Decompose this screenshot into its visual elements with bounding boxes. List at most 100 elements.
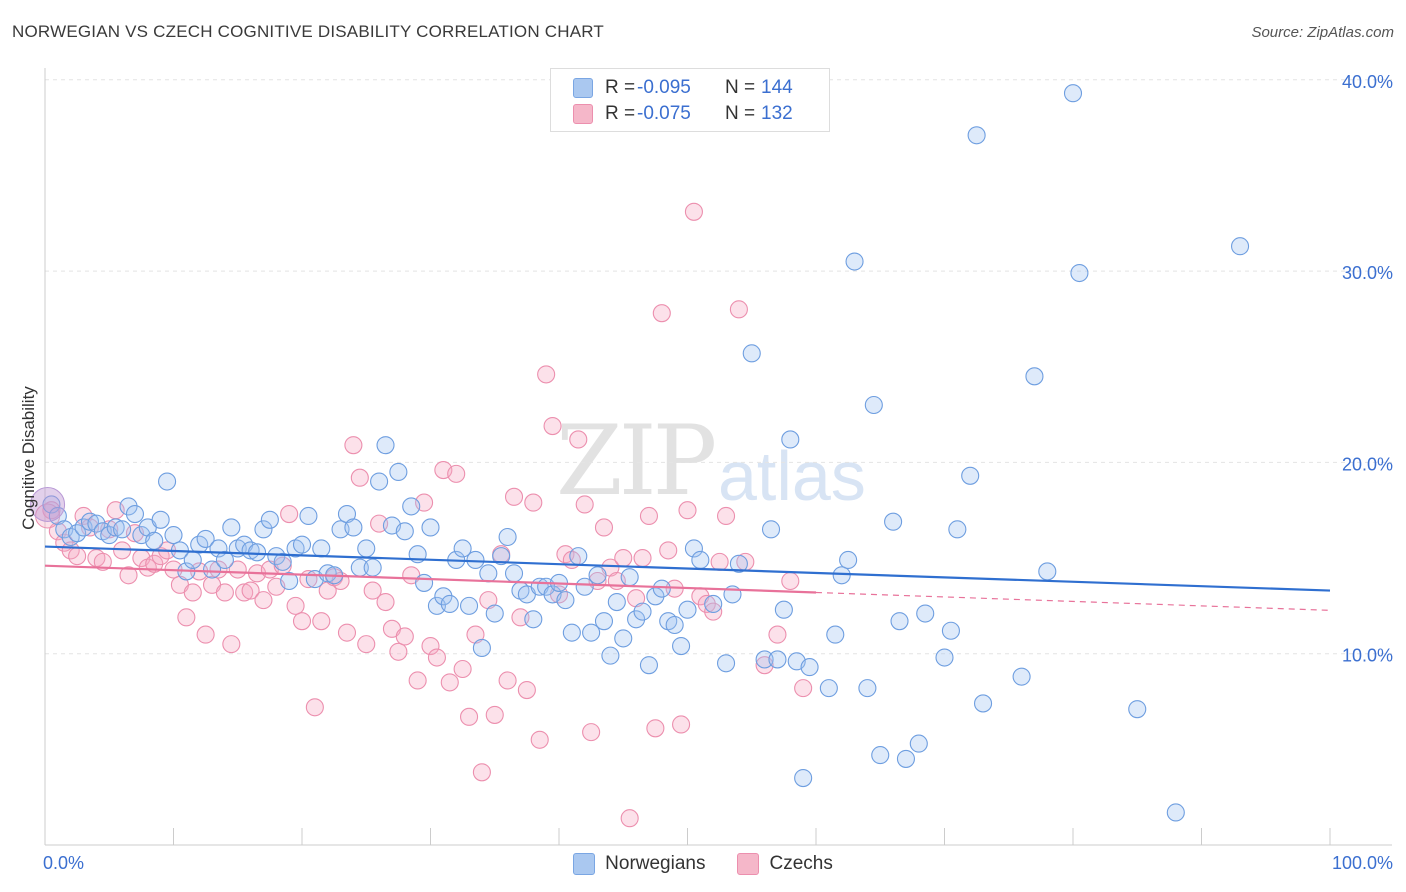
czech-point xyxy=(119,566,138,585)
r-label: R = xyxy=(605,77,636,98)
norwegian-point xyxy=(415,573,434,592)
czech-point xyxy=(498,671,517,690)
norwegian-point xyxy=(627,610,646,629)
czech-point xyxy=(93,552,112,571)
norwegian-point xyxy=(909,734,928,753)
czech-point xyxy=(639,506,659,526)
norwegian-point xyxy=(594,612,614,631)
czech-point xyxy=(704,602,723,621)
czech-point xyxy=(646,719,665,738)
czech-point xyxy=(209,560,228,579)
norwegian-point xyxy=(832,566,851,585)
norwegian-point xyxy=(1063,84,1083,103)
r-value: -0.075 xyxy=(637,103,691,124)
norwegian-point xyxy=(742,344,761,363)
n-value: 132 xyxy=(761,103,793,124)
czech-point xyxy=(678,501,697,520)
norwegian-point xyxy=(247,543,267,562)
y-axis-label: Cognitive Disability xyxy=(19,386,38,530)
norwegian-point xyxy=(961,466,980,485)
czech-point xyxy=(427,648,446,667)
r-label: R = xyxy=(605,103,636,124)
czech-point xyxy=(537,365,556,384)
czech-point xyxy=(781,571,800,591)
czech-point xyxy=(543,417,562,436)
norwegian-point xyxy=(434,587,453,606)
norwegian-point xyxy=(466,550,485,570)
norwegian-point xyxy=(1231,237,1250,256)
norwegian-point xyxy=(884,512,903,531)
czech-point xyxy=(659,541,678,560)
norwegian-point xyxy=(781,430,800,449)
norwegian-point xyxy=(684,539,703,558)
chart-title: NORWEGIAN VS CZECH COGNITIVE DISABILITY … xyxy=(12,22,605,41)
norwegian-point xyxy=(845,252,864,271)
czech-point xyxy=(652,304,671,323)
norwegian-point xyxy=(562,623,581,642)
norwegian-point xyxy=(344,518,363,537)
czech-point xyxy=(350,468,369,487)
norwegian-point xyxy=(1166,803,1185,822)
czech-point xyxy=(614,548,633,568)
trend-lines xyxy=(44,545,1331,611)
czech-point xyxy=(794,679,813,698)
norwegian-point xyxy=(948,520,967,539)
r-value: -0.095 xyxy=(637,77,691,98)
norwegian-point xyxy=(479,564,498,583)
correlation-legend: R = -0.095 N = 144 R = -0.075 N = 132 xyxy=(550,68,830,132)
norwegian-point xyxy=(504,564,524,583)
norwegian-point xyxy=(80,512,100,531)
norwegian-point xyxy=(755,650,774,669)
norwegian-point xyxy=(119,497,138,516)
norwegian-point xyxy=(260,510,279,529)
norwegian-point xyxy=(575,577,594,596)
czech-point xyxy=(357,635,376,654)
norwegian-point xyxy=(716,654,736,673)
norwegian-point xyxy=(967,126,986,145)
norwegian-point xyxy=(941,621,960,640)
norwegian-point xyxy=(472,638,491,658)
legend-row-czechs: R = -0.075 N = 132 xyxy=(573,102,793,126)
norwegian-point xyxy=(858,679,877,698)
norwegian-point xyxy=(376,436,395,455)
czech-point xyxy=(228,560,247,579)
norwegian-point xyxy=(890,612,909,631)
watermark-atlas: atlas xyxy=(718,437,866,515)
y-tick-label: 20.0% xyxy=(1342,454,1393,474)
czech-point xyxy=(241,581,260,600)
norwegian-point xyxy=(453,539,472,558)
czech-point xyxy=(710,552,729,571)
czech-point xyxy=(716,506,736,526)
norwegian-point xyxy=(691,550,710,570)
czech-point xyxy=(145,554,164,573)
czech-point xyxy=(530,730,549,749)
norwegian-point xyxy=(729,554,748,573)
norwegian-point xyxy=(459,596,479,615)
czech-point xyxy=(389,642,408,661)
norwegian-point xyxy=(819,679,838,698)
norwegian-point xyxy=(158,472,177,491)
norwegian-point xyxy=(196,529,215,548)
norwegian-point xyxy=(395,522,414,541)
czech-point xyxy=(569,430,588,449)
norwegian-point xyxy=(639,656,659,675)
czech-point xyxy=(286,596,305,615)
x-tick-label: 100.0% xyxy=(1332,853,1393,873)
norwegian-point xyxy=(774,600,793,619)
norwegian-point xyxy=(42,495,61,514)
legend-item-czechs[interactable]: Czechs xyxy=(737,853,833,875)
czech-point xyxy=(344,436,363,455)
czech-point xyxy=(196,625,215,644)
norwegian-point xyxy=(896,749,916,768)
norwegian-point xyxy=(1025,367,1044,386)
n-value: 144 xyxy=(761,77,793,98)
norwegian-point xyxy=(164,526,183,545)
czech-point xyxy=(453,659,472,679)
czech-point xyxy=(594,518,614,537)
czech-point xyxy=(633,548,652,568)
legend-item-norwegians[interactable]: Norwegians xyxy=(573,853,705,875)
norwegian-point xyxy=(916,604,935,623)
czechs-swatch xyxy=(573,104,593,124)
watermark-zip: ZIP xyxy=(556,405,717,517)
